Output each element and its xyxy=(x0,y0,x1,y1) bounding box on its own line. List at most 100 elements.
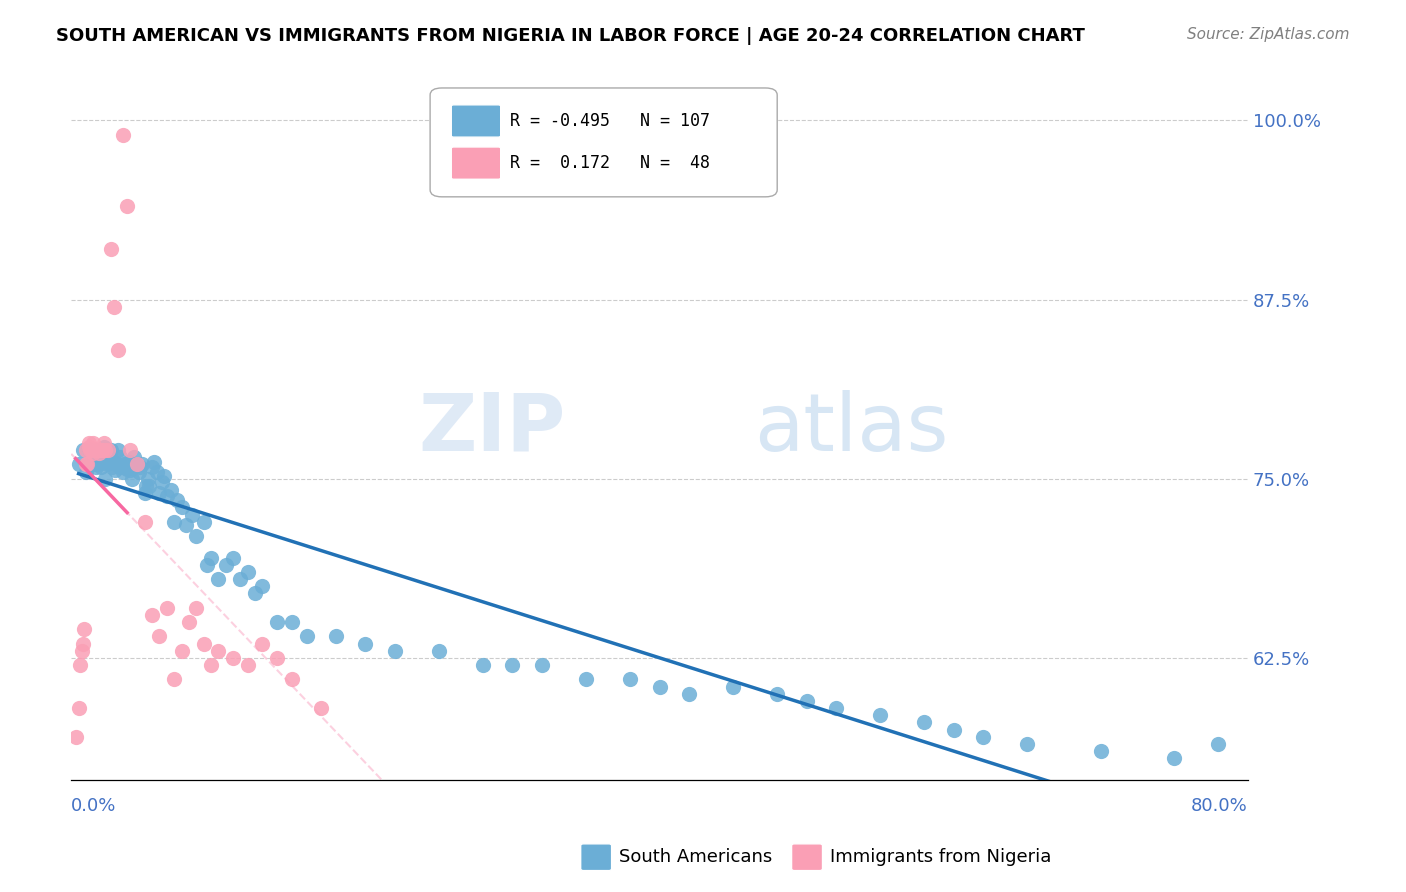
Point xyxy=(94,443,117,458)
Point xyxy=(105,458,128,472)
Point xyxy=(1017,737,1039,751)
FancyBboxPatch shape xyxy=(792,844,823,871)
Point xyxy=(207,572,229,586)
Point xyxy=(101,460,124,475)
Point xyxy=(200,550,222,565)
Point xyxy=(84,460,107,475)
Point xyxy=(166,493,188,508)
Point xyxy=(96,458,118,472)
Point xyxy=(1208,737,1230,751)
Text: SOUTH AMERICAN VS IMMIGRANTS FROM NIGERIA IN LABOR FORCE | AGE 20-24 CORRELATION: SOUTH AMERICAN VS IMMIGRANTS FROM NIGERI… xyxy=(56,27,1085,45)
FancyBboxPatch shape xyxy=(451,105,501,137)
Point xyxy=(200,658,222,673)
Point xyxy=(77,436,100,450)
Point xyxy=(972,730,994,744)
Point xyxy=(281,615,304,629)
Point xyxy=(90,443,112,458)
Point xyxy=(193,637,215,651)
Point xyxy=(575,673,598,687)
Point xyxy=(86,458,108,472)
Point xyxy=(103,454,125,468)
Point xyxy=(79,443,101,458)
Point xyxy=(82,458,104,472)
Point xyxy=(82,446,104,460)
Point xyxy=(207,644,229,658)
Point xyxy=(129,460,152,475)
Point xyxy=(90,454,112,468)
Point xyxy=(93,440,115,454)
Point xyxy=(111,128,134,142)
Point xyxy=(153,469,176,483)
Point xyxy=(160,483,183,498)
Text: R = -0.495   N = 107: R = -0.495 N = 107 xyxy=(510,112,710,130)
Point xyxy=(170,644,193,658)
Text: R =  0.172   N =  48: R = 0.172 N = 48 xyxy=(510,154,710,172)
Point xyxy=(145,465,167,479)
Point xyxy=(89,443,111,458)
Point xyxy=(384,644,406,658)
Point xyxy=(108,460,131,475)
Point xyxy=(222,651,245,665)
Point xyxy=(266,615,288,629)
Point xyxy=(128,465,150,479)
FancyBboxPatch shape xyxy=(451,147,501,179)
Point xyxy=(825,701,848,715)
Point xyxy=(266,651,288,665)
Text: atlas: atlas xyxy=(754,390,948,467)
Point xyxy=(120,463,142,477)
Point xyxy=(83,450,105,465)
Text: Immigrants from Nigeria: Immigrants from Nigeria xyxy=(830,848,1050,866)
Point xyxy=(108,450,131,465)
Text: 0.0%: 0.0% xyxy=(72,797,117,815)
Point xyxy=(91,443,114,458)
Point xyxy=(142,454,165,468)
FancyBboxPatch shape xyxy=(581,844,612,871)
Point xyxy=(148,486,170,500)
Point xyxy=(148,629,170,643)
Point xyxy=(236,565,259,579)
Point xyxy=(796,694,818,708)
Point xyxy=(195,558,218,572)
Point xyxy=(942,723,965,737)
Point xyxy=(170,500,193,515)
Point xyxy=(115,461,138,475)
Point xyxy=(252,579,274,593)
Point xyxy=(135,479,157,493)
Point xyxy=(156,600,179,615)
Point xyxy=(134,486,156,500)
Text: 80.0%: 80.0% xyxy=(1191,797,1249,815)
Point xyxy=(325,629,347,643)
Point xyxy=(125,458,148,472)
Point xyxy=(721,680,744,694)
Point xyxy=(295,629,318,643)
Point xyxy=(67,701,90,715)
Point xyxy=(117,454,139,468)
Point xyxy=(121,472,143,486)
Point xyxy=(69,658,91,673)
Point xyxy=(141,607,163,622)
Point xyxy=(124,450,146,465)
Point xyxy=(77,440,100,454)
Point xyxy=(80,443,103,458)
Point xyxy=(472,658,495,673)
Point xyxy=(72,443,94,458)
Point xyxy=(93,436,115,450)
Point xyxy=(90,460,112,475)
Text: South Americans: South Americans xyxy=(619,848,772,866)
Point xyxy=(111,465,134,479)
Point xyxy=(648,680,671,694)
Point xyxy=(100,243,122,257)
Point xyxy=(619,673,641,687)
Point xyxy=(84,443,107,458)
Point xyxy=(229,572,252,586)
Point xyxy=(309,701,332,715)
Point xyxy=(869,708,891,723)
Point xyxy=(163,673,186,687)
Point xyxy=(112,458,135,472)
Point xyxy=(136,472,159,486)
Point xyxy=(107,343,129,357)
Point xyxy=(67,458,90,472)
Text: Source: ZipAtlas.com: Source: ZipAtlas.com xyxy=(1187,27,1350,42)
Point xyxy=(91,443,114,458)
Point xyxy=(89,446,111,460)
